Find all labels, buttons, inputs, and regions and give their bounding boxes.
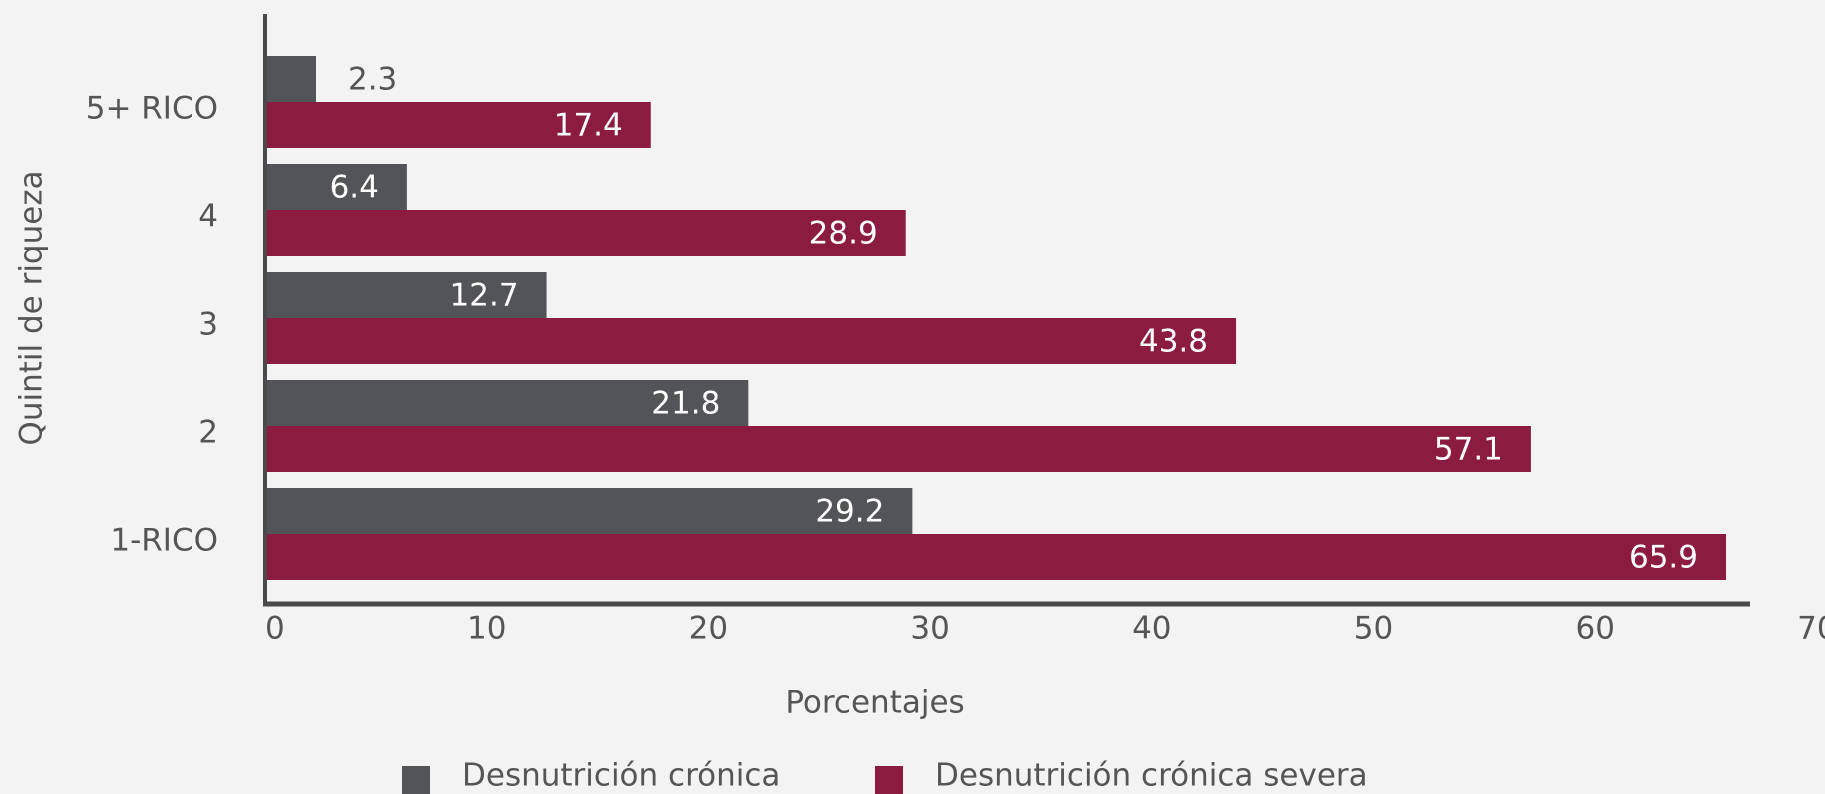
y-tick-label: 5+ RICO xyxy=(86,91,218,127)
bar xyxy=(265,272,547,318)
value-label: 29.2 xyxy=(815,494,884,530)
bar xyxy=(265,210,906,256)
x-tick-label: 20 xyxy=(689,611,728,647)
bar xyxy=(265,534,1727,580)
x-tick-label: 50 xyxy=(1354,611,1393,647)
value-label: 12.7 xyxy=(450,278,519,314)
value-label: 57.1 xyxy=(1434,432,1503,468)
bar xyxy=(265,318,1237,364)
x-axis-label: Porcentajes xyxy=(785,685,964,721)
y-tick-label: 1-RICO xyxy=(110,523,218,559)
y-tick-label: 2 xyxy=(198,415,218,451)
y-tick-label: 3 xyxy=(198,307,218,343)
x-tick-label: 60 xyxy=(1575,611,1614,647)
x-tick-label: 10 xyxy=(467,611,506,647)
x-tick-label: 0 xyxy=(265,611,285,647)
value-label: 2.3 xyxy=(348,62,397,98)
bar xyxy=(265,380,749,426)
bar xyxy=(265,102,651,148)
value-label: 65.9 xyxy=(1629,540,1698,576)
legend-swatch xyxy=(875,766,903,794)
value-label: 21.8 xyxy=(651,386,720,422)
value-label: 43.8 xyxy=(1139,324,1208,360)
value-label: 17.4 xyxy=(554,108,623,144)
legend-label: Desnutrición crónica severa xyxy=(935,758,1368,794)
legend-label: Desnutrición crónica xyxy=(462,758,780,794)
bar xyxy=(265,56,316,102)
y-axis-label: Quintil de riqueza xyxy=(14,170,50,445)
x-tick-label: 30 xyxy=(910,611,949,647)
y-tick-label: 4 xyxy=(198,199,218,235)
x-tick-label: 40 xyxy=(1132,611,1171,647)
bar xyxy=(265,164,407,210)
x-tick-label: 70 xyxy=(1797,611,1825,647)
bar xyxy=(265,488,913,534)
value-label: 28.9 xyxy=(809,216,878,252)
bar xyxy=(265,426,1531,472)
value-label: 6.4 xyxy=(330,170,379,206)
legend-swatch xyxy=(402,766,430,794)
